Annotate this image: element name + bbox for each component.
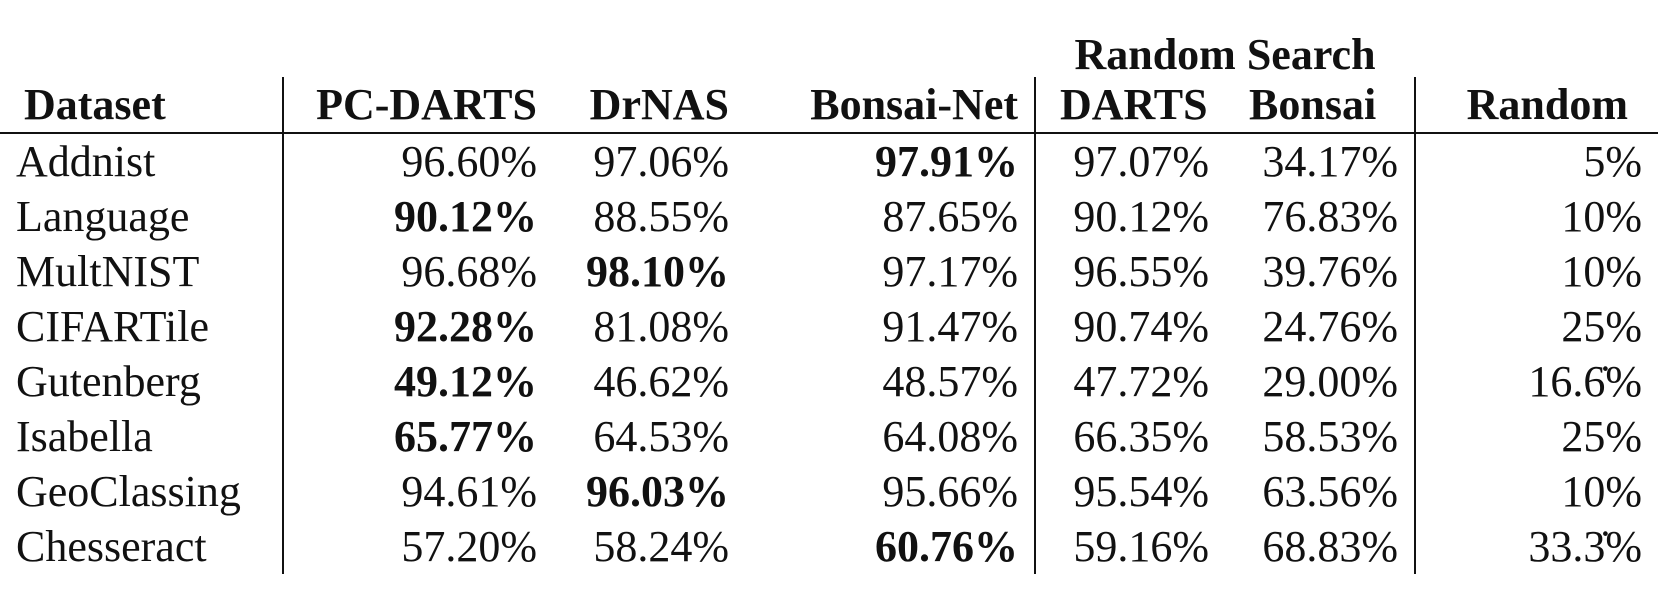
table-row: Isabella 65.77% 64.53% 64.08% 66.35% 58.53% 25… xyxy=(0,409,1658,464)
column-header-bonsai-net: Bonsai-Net xyxy=(745,77,1035,134)
cell-bonsai: 34.17% xyxy=(1262,136,1399,186)
cell-drnas: 97.06% xyxy=(593,136,729,186)
cell-bonsai: 76.83% xyxy=(1262,191,1399,241)
cell-pc-darts: 49.12% xyxy=(282,354,553,409)
cell-bonsai-net: 91.47% xyxy=(882,301,1018,351)
cell-dataset: MultNIST xyxy=(16,246,200,296)
cell-dataset: Chesseract xyxy=(16,521,207,571)
group-header-row: Random Search xyxy=(0,22,1658,77)
cell-random: 10% xyxy=(1414,244,1658,299)
cell-drnas: 98.10% xyxy=(586,246,729,296)
cell-bonsai-net: 60.76% xyxy=(875,521,1018,571)
cell-darts: 95.54% xyxy=(1034,464,1225,519)
cell-darts: 90.12% xyxy=(1034,189,1225,244)
cell-dataset: Isabella xyxy=(16,411,153,461)
cell-pc-darts: 94.61% xyxy=(282,464,553,519)
table-row: Chesseract 57.20% 58.24% 60.76% 59.16% 68.83%… xyxy=(0,519,1658,574)
column-header-dataset: Dataset xyxy=(0,77,283,134)
cell-bonsai: 29.00% xyxy=(1262,356,1399,406)
column-header-darts: DARTS xyxy=(1034,77,1225,134)
cell-bonsai: 58.53% xyxy=(1262,411,1399,461)
cell-pc-darts: 96.68% xyxy=(282,244,553,299)
cell-bonsai-net: 97.91% xyxy=(875,136,1018,186)
cell-bonsai: 39.76% xyxy=(1262,246,1399,296)
table-row: Gutenberg 49.12% 46.62% 48.57% 47.72% 29.00% 1… xyxy=(0,354,1658,409)
cell-pc-darts: 57.20% xyxy=(282,519,553,574)
cell-random: 10% xyxy=(1414,189,1658,244)
table-row: GeoClassing 94.61% 96.03% 95.66% 95.54% 63.56… xyxy=(0,464,1658,519)
cell-drnas: 81.08% xyxy=(593,301,729,351)
table-row: Language 90.12% 88.55% 87.65% 90.12% 76.83% 10… xyxy=(0,189,1658,244)
column-header-pc-darts: PC-DARTS xyxy=(282,77,553,134)
column-header-drnas: DrNAS xyxy=(553,77,745,134)
cell-pc-darts: 96.60% xyxy=(282,133,553,189)
cell-dataset: CIFARTile xyxy=(16,301,209,351)
cell-bonsai-net: 64.08% xyxy=(882,411,1018,461)
cell-darts: 47.72% xyxy=(1034,354,1225,409)
cell-bonsai: 24.76% xyxy=(1262,301,1399,351)
cell-drnas: 58.24% xyxy=(593,521,729,571)
cell-pc-darts: 65.77% xyxy=(282,409,553,464)
cell-drnas: 96.03% xyxy=(586,466,729,516)
cell-bonsai: 68.83% xyxy=(1262,521,1399,571)
cell-pc-darts: 90.12% xyxy=(282,189,553,244)
cell-random: 10% xyxy=(1414,464,1658,519)
group-header-random-search: Random Search xyxy=(1074,30,1376,79)
cell-darts: 96.55% xyxy=(1034,244,1225,299)
cell-bonsai-net: 87.65% xyxy=(882,191,1018,241)
column-header-bonsai: Bonsai xyxy=(1225,77,1416,134)
cell-bonsai-net: 95.66% xyxy=(882,466,1018,516)
cell-dataset: Language xyxy=(16,191,190,241)
cell-darts: 59.16% xyxy=(1034,519,1225,574)
results-table: Random Search Dataset PC-DARTS DrNAS Bon… xyxy=(0,22,1658,574)
cell-random: 16.6̇% xyxy=(1414,354,1658,409)
cell-bonsai: 63.56% xyxy=(1262,466,1399,516)
cell-dataset: Gutenberg xyxy=(16,356,201,406)
cell-bonsai-net: 48.57% xyxy=(882,356,1018,406)
cell-pc-darts: 92.28% xyxy=(282,299,553,354)
results-table-container: Random Search Dataset PC-DARTS DrNAS Bon… xyxy=(0,22,1658,574)
cell-random: 5% xyxy=(1414,133,1658,189)
cell-darts: 66.35% xyxy=(1034,409,1225,464)
column-header-row: Dataset PC-DARTS DrNAS Bonsai-Net DARTS … xyxy=(0,77,1658,134)
table-row: CIFARTile 92.28% 81.08% 91.47% 90.74% 24.76% 2… xyxy=(0,299,1658,354)
cell-random: 25% xyxy=(1414,409,1658,464)
cell-dataset: Addnist xyxy=(16,136,156,186)
cell-darts: 90.74% xyxy=(1034,299,1225,354)
cell-drnas: 46.62% xyxy=(593,356,729,406)
cell-bonsai-net: 97.17% xyxy=(882,246,1018,296)
cell-drnas: 64.53% xyxy=(593,411,729,461)
table-body: Addnist 96.60% 97.06% 97.91% 97.07% 34.17% 5% L… xyxy=(0,133,1658,574)
column-header-random: Random xyxy=(1414,77,1658,134)
cell-random: 33.3̇% xyxy=(1414,519,1658,574)
cell-random: 25% xyxy=(1414,299,1658,354)
cell-darts: 97.07% xyxy=(1034,133,1225,189)
table-row: Addnist 96.60% 97.06% 97.91% 97.07% 34.17% 5% xyxy=(0,133,1658,189)
table-row: MultNIST 96.68% 98.10% 97.17% 96.55% 39.76% 10… xyxy=(0,244,1658,299)
cell-dataset: GeoClassing xyxy=(16,466,241,516)
cell-drnas: 88.55% xyxy=(593,191,729,241)
